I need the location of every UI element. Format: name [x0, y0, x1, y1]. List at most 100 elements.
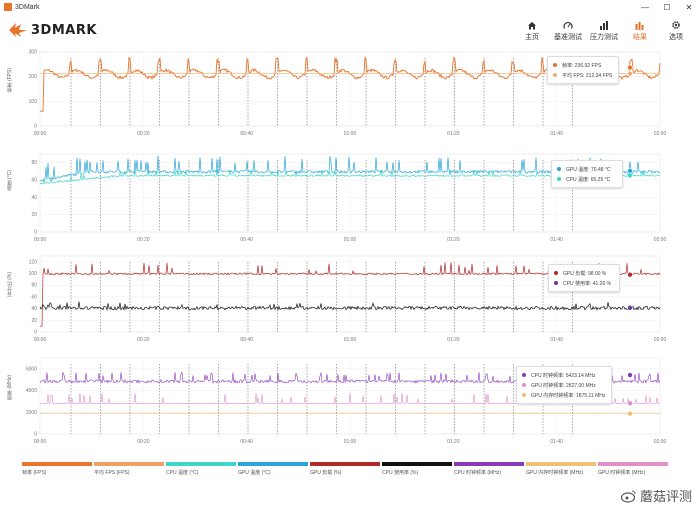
- temp-axis-label: 温度 (°C): [7, 170, 13, 191]
- clock-x-tick: 00:20: [137, 439, 150, 445]
- series-end-point: [627, 70, 633, 77]
- fps-dot: [553, 63, 557, 67]
- legend-label: GPU 时钟频率 (MHz): [598, 470, 646, 476]
- legend-gpu-mem-clock[interactable]: GPU 内存时钟频率 (MHz): [526, 462, 596, 478]
- legend-label: GPU 内存时钟频率 (MHz): [526, 470, 584, 476]
- temp-y-tick: 60: [31, 178, 37, 184]
- watermark: 蘑菇评测: [620, 486, 692, 505]
- clock-x-tick: 01:40: [550, 439, 563, 445]
- temp-y-tick: 40: [31, 195, 37, 201]
- legend-avg-fps[interactable]: 平均 FPS (FPS): [94, 462, 164, 478]
- temp-y-tick: 20: [31, 212, 37, 218]
- legend-label: CPU 温度 (°C): [166, 470, 199, 476]
- pct-x-tick: 00:20: [137, 337, 150, 343]
- temp-x-tick: 00:20: [137, 237, 150, 243]
- legend-gpu-temp[interactable]: GPU 温度 (°C): [238, 462, 308, 478]
- minimize-button[interactable]: —: [641, 2, 649, 12]
- legend-label: GPU 温度 (°C): [238, 470, 271, 476]
- pct-y-tick: 20: [31, 318, 37, 324]
- series-end-point: [627, 64, 633, 71]
- pct-x-tick: 01:00: [344, 337, 357, 343]
- pct-y-tick: 0: [34, 330, 37, 336]
- pct-y-tick: 80: [31, 283, 37, 289]
- series-end-point: [627, 410, 633, 417]
- logo-icon: [9, 23, 27, 37]
- gpu-clock-dot: [522, 383, 526, 387]
- weibo-icon: [620, 490, 636, 503]
- fps-tooltip-line1: 帧率: 236.92 FPS: [562, 62, 602, 69]
- temp-tooltip-line1: GPU 温度: 70.48 °C: [566, 166, 611, 173]
- pct-y-tick: 60: [31, 294, 37, 300]
- fps-x-tick: 00:20: [137, 131, 150, 137]
- pct-y-tick: 120: [29, 259, 38, 265]
- clock-x-tick: 02:00: [654, 439, 667, 445]
- cpu-clock-dot: [522, 373, 526, 377]
- fps-y-tick: 0: [34, 124, 37, 130]
- clock-y-tick: 6000: [26, 366, 37, 372]
- fps-axis-label: 帧率 (FPS): [7, 68, 13, 93]
- home-icon: [528, 21, 536, 29]
- title-bar: 3DMark — ☐ ✕: [0, 0, 700, 14]
- nav-results[interactable]: 结果: [622, 16, 658, 46]
- nav-home[interactable]: 主页: [514, 16, 550, 46]
- avg-fps-dot: [553, 73, 557, 77]
- series-end-point: [627, 305, 633, 311]
- fps-x-tick: 01:00: [344, 131, 357, 137]
- pct-x-tick: 01:20: [447, 337, 460, 343]
- gpu-load-dot: [554, 271, 558, 275]
- watermark-text: 蘑菇评测: [639, 490, 692, 505]
- fps-x-tick: 00:00: [34, 131, 47, 137]
- legend-label: CPU 时钟频率 (MHz): [454, 470, 501, 476]
- cpu-temp-dot: [557, 177, 561, 181]
- temp-x-tick: 01:00: [344, 237, 357, 243]
- fps-y-tick: 200: [29, 74, 38, 80]
- legend-gpu-clock[interactable]: GPU 时钟频率 (MHz): [598, 462, 668, 478]
- clock-x-tick: 00:40: [240, 439, 253, 445]
- clock-axis-label: 频率 (MHz): [7, 375, 13, 400]
- legend-cpu-usage[interactable]: CPU 使用率 (%): [382, 462, 452, 478]
- legend-gpu-load[interactable]: GPU 负载 (%): [310, 462, 380, 478]
- clock-tooltip-line2: GPU 时钟频率: 2827.00 MHz: [531, 382, 596, 389]
- pct-tooltip-line2: CPU 使用率: 41.26 %: [563, 280, 612, 287]
- fps-tooltip: 帧率: 236.92 FPS 平均 FPS: 212.34 FPS: [547, 56, 619, 84]
- fps-x-tick: 01:40: [550, 131, 563, 137]
- temp-x-tick: 01:20: [447, 237, 460, 243]
- pct-x-tick: 02:00: [654, 337, 667, 343]
- legend-label: 平均 FPS (FPS): [94, 470, 130, 476]
- nav-options[interactable]: 选项: [658, 16, 694, 46]
- temp-x-tick: 00:40: [240, 237, 253, 243]
- temp-x-tick: 02:00: [654, 237, 667, 243]
- legend-fps[interactable]: 帧率 (FPS): [22, 462, 92, 478]
- pct-axis-label: 百分比 (%): [7, 272, 13, 297]
- clock-x-tick: 01:20: [447, 439, 460, 445]
- nav-benchmarks-label: 基准测试: [554, 33, 582, 41]
- close-button[interactable]: ✕: [685, 2, 693, 12]
- clock-tooltip-line3: GPU 内存时钟频率: 1875.11 MHz: [531, 392, 606, 399]
- cpu-usage-series-line: [39, 301, 661, 312]
- clock-x-tick: 01:00: [344, 439, 357, 445]
- maximize-button[interactable]: ☐: [663, 2, 671, 12]
- legend-cpu-temp[interactable]: CPU 温度 (°C): [166, 462, 236, 478]
- legend-label: 帧率 (FPS): [22, 470, 47, 476]
- fps-y-tick: 300: [29, 50, 38, 56]
- clock-y-tick: 4000: [26, 388, 37, 394]
- nav-results-label: 结果: [633, 33, 647, 41]
- nav-stress-label: 压力测试: [590, 33, 618, 41]
- pct-y-tick: 40: [31, 306, 37, 312]
- clock-tooltip: CPU 时钟频率: 5423.14 MHz GPU 时钟频率: 2827.00 …: [516, 366, 612, 404]
- fps-x-tick: 01:20: [447, 131, 460, 137]
- temp-y-tick: 80: [31, 160, 37, 166]
- legend-cpu-clock[interactable]: CPU 时钟频率 (MHz): [454, 462, 524, 478]
- fps-y-tick: 100: [29, 99, 38, 105]
- series-end-point: [627, 400, 633, 407]
- series-end-point: [627, 372, 633, 378]
- nav-stress[interactable]: 压力测试: [586, 16, 622, 46]
- logo: 3DMARK: [8, 21, 97, 39]
- clock-x-tick: 00:00: [34, 439, 47, 445]
- nav-benchmarks[interactable]: 基准测试: [550, 16, 586, 46]
- pct-y-tick: 100: [29, 271, 38, 277]
- cpu-usage-dot: [554, 281, 558, 285]
- gpu-mem-clock-dot: [522, 393, 526, 397]
- pct-x-tick: 00:00: [34, 337, 47, 343]
